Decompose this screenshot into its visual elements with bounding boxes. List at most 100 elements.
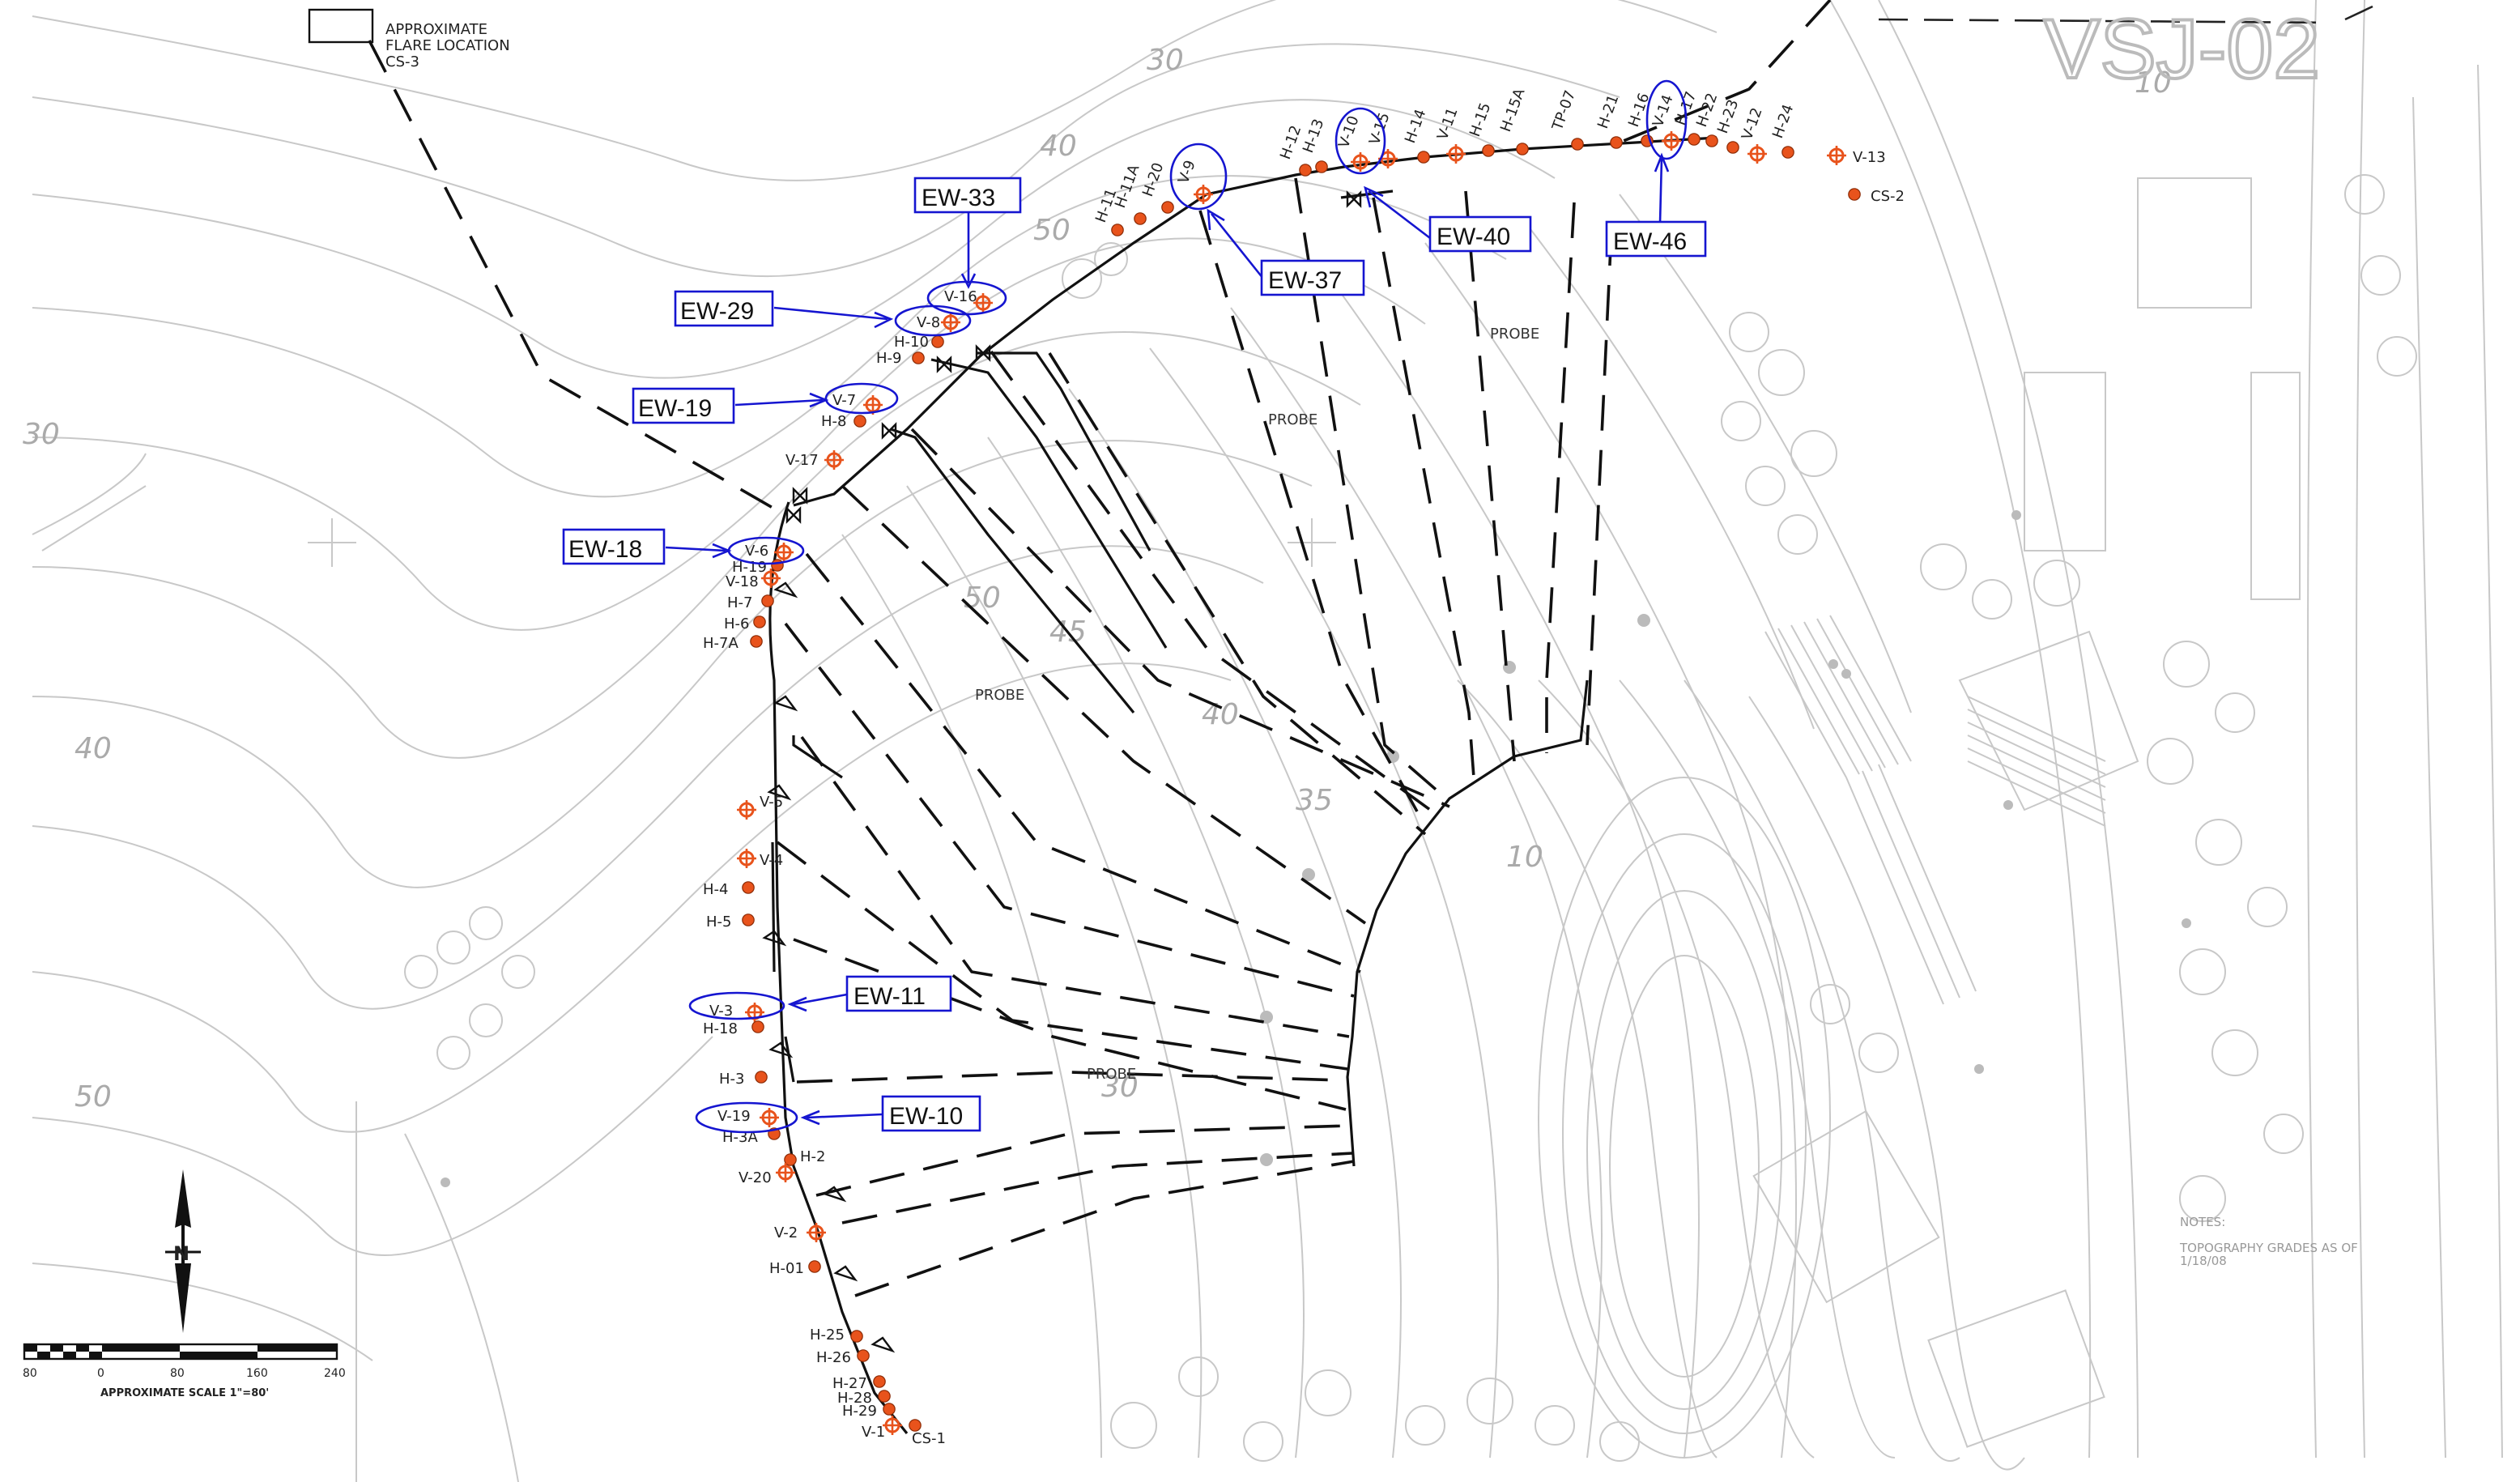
horizontal-well-icon xyxy=(753,615,766,628)
flare-label: APPROXIMATE FLARE LOCATION CS-3 xyxy=(385,21,510,70)
svg-text:PROBE: PROBE xyxy=(1490,326,1539,343)
callout-ellipse-v14 xyxy=(1645,79,1688,160)
horizontal-well-icon xyxy=(1161,201,1174,214)
topography-notes: NOTES: TOPOGRAPHY GRADES AS OF 1/18/08 xyxy=(2179,1215,2358,1268)
well-h-10: H-10 xyxy=(894,334,944,351)
horizontal-well-icon xyxy=(1315,160,1328,173)
well-h-29: H-29 xyxy=(842,1403,896,1420)
horizontal-well-icon xyxy=(761,594,774,607)
horizontal-well-icon xyxy=(857,1349,870,1362)
horizontal-well-icon xyxy=(750,635,763,648)
svg-text:APPROXIMATE: APPROXIMATE xyxy=(385,21,487,38)
well-crosshair-icon xyxy=(1194,185,1213,204)
callout-ew-10: EW-10 xyxy=(889,1103,963,1130)
horizontal-well-icon xyxy=(742,913,755,926)
horizontal-well-icon xyxy=(1705,134,1718,147)
well-v-18: V-18 xyxy=(726,569,781,590)
well-label: V-4 xyxy=(760,852,783,869)
survey-crosshair xyxy=(308,518,1336,567)
well-label: CS-1 xyxy=(912,1430,946,1447)
callout-layer xyxy=(562,79,1707,1134)
header-pipes xyxy=(368,0,1832,1297)
contour-labels: 30 40 50 30 40 50 50 45 40 35 30 10 10 xyxy=(23,44,2172,1114)
horizontal-well-icon xyxy=(1848,188,1861,201)
callout-ew-29: EW-29 xyxy=(680,298,754,325)
well-label: V-16 xyxy=(944,288,977,305)
horizontal-well-icon xyxy=(784,1153,797,1166)
callout-ew-19: EW-19 xyxy=(638,395,712,422)
callout-ew-46: EW-46 xyxy=(1613,228,1687,255)
well-crosshair-icon xyxy=(761,569,781,588)
well-h-7a: H-7A xyxy=(703,635,763,652)
well-v-19: V-19 xyxy=(717,1108,779,1127)
well-label: H-8 xyxy=(821,413,846,430)
horizontal-well-icon xyxy=(1571,138,1584,151)
horizontal-well-icon xyxy=(742,881,755,894)
horizontal-well-icon xyxy=(1610,136,1623,149)
well-h-7: H-7 xyxy=(727,594,774,611)
well-h-26: H-26 xyxy=(816,1349,870,1366)
svg-text:40: 40 xyxy=(74,732,112,765)
svg-text:PROBE: PROBE xyxy=(975,687,1024,704)
well-label: H-26 xyxy=(816,1349,851,1366)
well-h-27: H-27 xyxy=(832,1375,886,1392)
well-label: H-27 xyxy=(832,1375,867,1392)
well-crosshair-icon xyxy=(776,1163,795,1182)
svg-text:PROBE: PROBE xyxy=(1268,411,1317,428)
well-crosshair-icon xyxy=(1351,152,1370,172)
svg-text:1/18/08: 1/18/08 xyxy=(2180,1254,2227,1268)
horizontal-well-icon xyxy=(1417,151,1430,164)
horizontal-well-icon xyxy=(751,1020,764,1033)
well-label: V-1 xyxy=(862,1424,885,1441)
well-crosshair-icon xyxy=(807,1223,826,1242)
well-label: H-7 xyxy=(727,594,752,611)
horizontal-well-icon xyxy=(1726,141,1739,154)
well-crosshair-icon xyxy=(1827,146,1846,165)
horizontal-well-icon xyxy=(1299,164,1312,177)
well-crosshair-icon xyxy=(973,293,993,313)
well-cs-2: CS-2 xyxy=(1848,188,1905,205)
callout-ellipse-v8 xyxy=(894,304,972,337)
well-crosshair-icon xyxy=(941,313,960,332)
well-v-17: V-17 xyxy=(785,450,844,470)
svg-text:30: 30 xyxy=(1147,44,1184,77)
svg-text:CS-3: CS-3 xyxy=(385,53,419,70)
well-label: V-13 xyxy=(1853,149,1886,166)
property-line xyxy=(1878,18,2333,24)
svg-text:0: 0 xyxy=(97,1367,104,1380)
svg-text:80: 80 xyxy=(23,1367,37,1380)
well-crosshair-icon xyxy=(1747,144,1767,164)
well-label: H-7A xyxy=(703,635,739,652)
svg-text:N: N xyxy=(173,1242,189,1265)
vegetation-layer xyxy=(404,174,2417,1462)
well-label: V-8 xyxy=(917,314,940,331)
well-crosshair-icon xyxy=(774,543,794,562)
well-v-16: V-16 xyxy=(944,288,993,313)
callout-ellipse-v7 xyxy=(824,382,899,415)
svg-text:NOTES:: NOTES: xyxy=(2180,1215,2225,1229)
callout-ellipse-v10 xyxy=(1334,107,1386,175)
horizontal-well-icon xyxy=(883,1403,896,1416)
horizontal-well-icon xyxy=(755,1071,768,1084)
horizontal-well-icon xyxy=(873,1375,886,1388)
horizontal-well-icon xyxy=(1516,143,1529,155)
horizontal-well-icon xyxy=(850,1330,863,1343)
north-arrow: N xyxy=(165,1169,201,1333)
well-label: V-17 xyxy=(785,452,819,469)
well-v-13: V-13 xyxy=(1827,146,1886,166)
well-label: H-29 xyxy=(842,1403,877,1420)
terrace-hatching xyxy=(1764,615,2106,1005)
svg-text:240: 240 xyxy=(324,1367,346,1380)
horizontal-well-icon xyxy=(1134,212,1147,225)
svg-text:PROBE: PROBE xyxy=(1087,1066,1136,1083)
svg-text:FLARE LOCATION: FLARE LOCATION xyxy=(385,37,510,54)
well-h-28: H-28 xyxy=(837,1390,891,1407)
well-cs-1: CS-1 xyxy=(909,1419,946,1447)
well-label: H-2 xyxy=(800,1148,825,1165)
well-label: V-20 xyxy=(739,1169,772,1186)
well-label: V-3 xyxy=(709,1003,733,1020)
well-crosshair-icon xyxy=(883,1416,902,1435)
svg-text:50: 50 xyxy=(964,581,1001,615)
svg-text:10: 10 xyxy=(1506,841,1543,874)
